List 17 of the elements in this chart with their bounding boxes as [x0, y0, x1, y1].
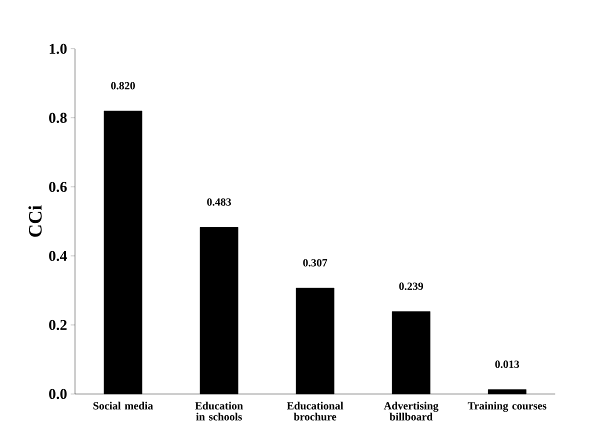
data-label: 0.013 [495, 360, 520, 368]
x-tick-label: Education in schools [195, 402, 243, 420]
y-tick-label: 1.0 [50, 44, 67, 54]
y-axis-title: CCi [28, 205, 42, 237]
x-tick-label: Social media [93, 402, 153, 410]
data-label: 0.307 [303, 259, 328, 267]
y-tick-label: 0.4 [49, 250, 67, 262]
x-tick-label: Advertising billboard [384, 402, 438, 420]
y-tick-label: 0.8 [49, 112, 67, 123]
x-tick-label: Educational brochure [286, 402, 344, 420]
data-label: 0.820 [111, 82, 135, 90]
y-tick-label: 0.2 [49, 320, 67, 330]
data-label: 0.239 [399, 282, 424, 290]
y-tick-label: 0.6 [49, 182, 67, 192]
x-tick-label: Training courses [468, 402, 546, 412]
data-label: 0.483 [207, 198, 232, 206]
y-tick-label: 0.0 [49, 388, 67, 400]
